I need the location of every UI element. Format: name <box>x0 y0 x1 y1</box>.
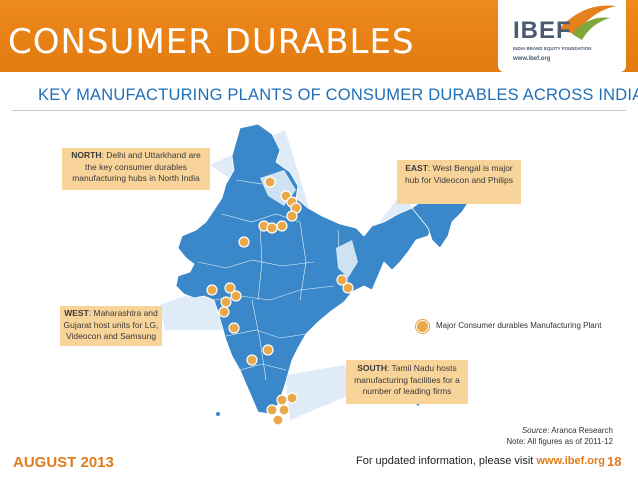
island <box>216 412 220 416</box>
south-highlight-beam <box>285 365 350 420</box>
figures-note: Note: All figures as of 2011-12 <box>506 437 613 446</box>
plant-marker-icon <box>276 394 288 406</box>
plant-marker-icon <box>262 344 274 356</box>
slide-subtitle: KEY MANUFACTURING PLANTS OF CONSUMER DUR… <box>38 86 638 104</box>
plant-marker-icon <box>286 210 298 222</box>
callout-west-region: WEST <box>64 308 89 318</box>
plant-marker-icon <box>206 284 218 296</box>
page-number: 18 <box>607 454 622 469</box>
page-title: CONSUMER DURABLES <box>8 22 415 62</box>
source-label: Source <box>521 426 548 435</box>
callout-north: NORTH: Delhi and Uttarkhand are the key … <box>62 148 210 190</box>
callout-north-region: NORTH <box>71 150 102 160</box>
footer-info: For updated information, please visit ww… <box>356 455 605 467</box>
plant-marker-icon <box>286 392 298 404</box>
callout-east-region: EAST <box>405 163 428 173</box>
plant-marker-icon <box>264 176 276 188</box>
source-note: Source: Aranca Research Note: All figure… <box>490 425 613 447</box>
west-bengal-highlight <box>336 240 358 278</box>
plant-marker-icon <box>272 414 284 426</box>
logo-text: IBEF <box>513 17 572 44</box>
plant-marker-icon <box>276 220 288 232</box>
plant-marker-icon <box>266 222 278 234</box>
legend-marker-icon <box>416 320 429 333</box>
ibef-bird-logo-icon <box>558 5 616 40</box>
callout-west: WEST: Maharashtra and Gujarat host units… <box>60 306 162 346</box>
plant-marker-icon <box>218 306 230 318</box>
footer-link[interactable]: www.ibef.org <box>536 455 606 467</box>
footer-info-text: For updated information, please visit <box>356 455 537 467</box>
callout-south-text: : Tamil Nadu hosts manufacturing facilit… <box>354 363 460 396</box>
plant-marker-icon <box>230 290 242 302</box>
plant-marker-icon <box>246 354 258 366</box>
footer-date: AUGUST 2013 <box>13 454 114 471</box>
plant-marker-icon <box>224 282 236 294</box>
callout-east: EAST: West Bengal is major hub for Video… <box>397 160 521 204</box>
plant-marker-icon <box>238 236 250 248</box>
plant-marker-icon <box>342 282 354 294</box>
plant-marker-icon <box>266 404 278 416</box>
ibef-logo[interactable]: IBEF INDIA BRAND EQUITY FOUNDATION www.i… <box>498 0 626 72</box>
callout-south: SOUTH: Tamil Nadu hosts manufacturing fa… <box>346 360 468 404</box>
logo-url: www.ibef.org <box>513 56 551 62</box>
callout-south-region: SOUTH <box>357 363 387 373</box>
source-text: : Aranca Research <box>547 426 613 435</box>
plant-marker-icon <box>278 404 290 416</box>
logo-subtitle: INDIA BRAND EQUITY FOUNDATION <box>513 46 592 51</box>
callout-west-text: : Maharashtra and Gujarat host units for… <box>63 308 159 341</box>
callout-east-text: : West Bengal is major hub for Videocon … <box>404 163 514 185</box>
plant-marker-icon <box>228 322 240 334</box>
callout-north-text: : Delhi and Uttarkhand are the key consu… <box>72 150 201 183</box>
divider <box>12 110 626 111</box>
plant-marker-icon <box>220 296 232 308</box>
legend-label: Major Consumer durables Manufacturing Pl… <box>436 321 602 330</box>
plant-marker-icon <box>336 274 348 286</box>
